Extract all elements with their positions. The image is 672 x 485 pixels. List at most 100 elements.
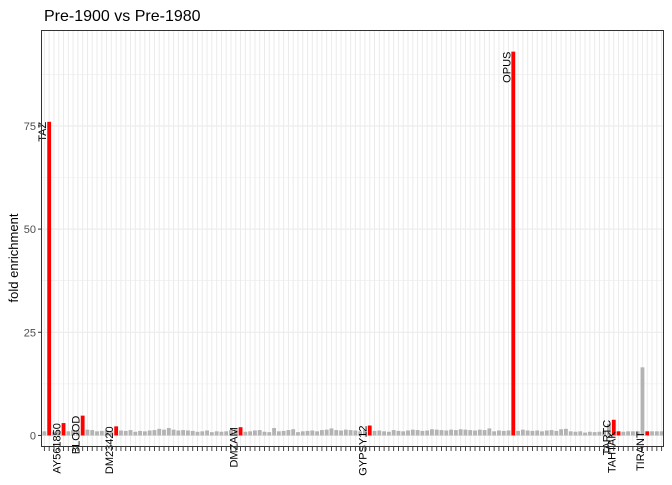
bar [626, 431, 630, 435]
bar [444, 430, 448, 435]
bar [296, 432, 300, 435]
bar [535, 430, 539, 435]
bar [507, 430, 511, 435]
bar [454, 430, 458, 435]
bar [387, 432, 391, 436]
bar [478, 430, 482, 436]
bar [526, 430, 530, 435]
bar [650, 431, 654, 435]
bar-label: DMZAM [229, 427, 241, 467]
grid [42, 31, 664, 447]
bar-highlighted [47, 122, 51, 436]
bar-label: TAHTAK [607, 431, 619, 473]
bar [468, 430, 472, 435]
bar [176, 430, 180, 435]
bar [119, 430, 123, 435]
bar [138, 431, 142, 436]
bar [459, 429, 463, 435]
bar [90, 430, 94, 435]
bar [220, 432, 224, 436]
y-tick-label: 50 [24, 224, 36, 236]
bar [564, 429, 568, 436]
bar [129, 430, 133, 435]
bar [373, 431, 377, 436]
bar [593, 432, 597, 435]
bar [162, 430, 166, 436]
y-tick-label: 0 [30, 430, 36, 442]
bar [172, 430, 176, 436]
bar [449, 430, 453, 436]
bar-label: TAZ [37, 122, 49, 142]
bar [406, 430, 410, 435]
bar [325, 430, 329, 436]
bar [291, 429, 295, 435]
bar [153, 430, 157, 435]
bar [521, 430, 525, 436]
bar [492, 431, 496, 435]
bar-label: TIRANT [635, 431, 647, 471]
bar [301, 431, 305, 435]
bar [497, 430, 501, 435]
bar [531, 431, 535, 436]
bar [554, 431, 558, 436]
bar-label: OPUS [501, 52, 513, 83]
bar [277, 431, 281, 435]
y-tick-label: 25 [24, 327, 36, 339]
bar [349, 430, 353, 435]
bar [473, 430, 477, 435]
bar [42, 431, 46, 435]
bar [660, 431, 664, 435]
bar [330, 428, 334, 435]
bar [191, 431, 195, 436]
bar [181, 430, 185, 435]
bar [425, 430, 429, 435]
bar [334, 430, 338, 435]
bar [258, 430, 262, 435]
bar [588, 432, 592, 436]
chart-title: Pre-1900 vs Pre-1980 [44, 8, 201, 25]
bar-label: DM23420 [104, 426, 116, 474]
bar [392, 430, 396, 435]
bar [224, 431, 228, 435]
bar [377, 430, 381, 435]
bar [574, 432, 578, 436]
bar [430, 429, 434, 435]
bar [344, 430, 348, 436]
bar [621, 432, 625, 436]
bar [569, 431, 573, 435]
bar [95, 431, 99, 435]
y-axis-label: fold enrichment [6, 213, 21, 302]
bar [66, 431, 70, 435]
bar [253, 430, 257, 435]
bar [100, 431, 104, 436]
bar [133, 432, 137, 436]
bar [583, 433, 587, 436]
bar [631, 431, 635, 435]
bar [167, 428, 171, 435]
bar [215, 431, 219, 435]
bar [205, 430, 209, 435]
bar-labels: TAZ AY561850 BLOOD DM23420 DMZAM GYPSY12 OPUS T… [37, 52, 647, 476]
bar [210, 432, 214, 435]
bar [655, 431, 659, 435]
bar [320, 430, 324, 435]
bar [440, 430, 444, 435]
bar [401, 431, 405, 435]
bar [306, 431, 310, 436]
bar [641, 367, 645, 435]
y-tick-label: 75 [24, 121, 36, 133]
bar [578, 431, 582, 435]
bar [124, 431, 128, 436]
bar [243, 432, 247, 436]
bar [559, 429, 563, 435]
bar-label: BLOOD [71, 416, 83, 455]
bar [339, 430, 343, 435]
bar [186, 430, 190, 435]
bar [196, 432, 200, 436]
bar [502, 431, 506, 436]
bar [540, 431, 544, 435]
bar-label: GYPSY12 [358, 426, 370, 476]
bar [420, 431, 424, 436]
